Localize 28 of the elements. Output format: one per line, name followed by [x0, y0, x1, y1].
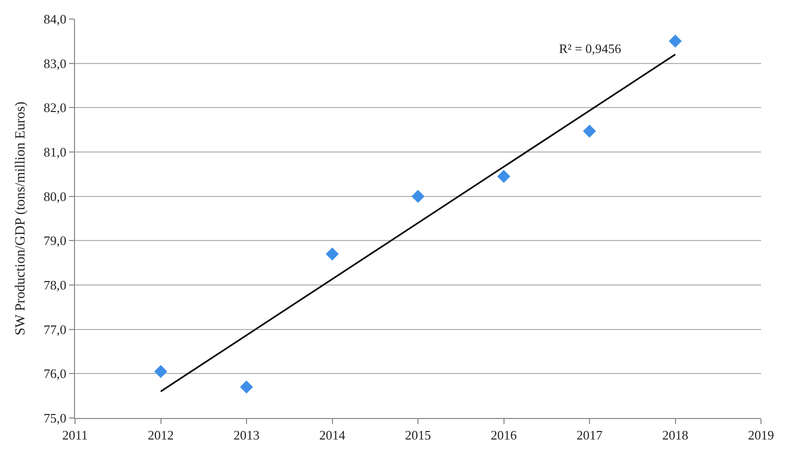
point: [497, 170, 510, 183]
x-tick-label: 2013: [234, 428, 260, 443]
y-tick-label: 81,0: [44, 144, 66, 160]
x-tick-label: 2018: [662, 428, 688, 443]
y-tick-label: 84,0: [44, 12, 66, 27]
point: [412, 190, 424, 203]
point: [583, 124, 596, 138]
y-tick-label: 80,0: [44, 188, 66, 204]
y-tick-label: 82,0: [44, 100, 66, 116]
point: [240, 380, 253, 394]
point: [668, 34, 682, 48]
x-tick-label: 2011: [62, 428, 88, 443]
y-axis-title: SW Production/GDP (tons/million Euros): [13, 101, 28, 336]
y-tick-label: 77,0: [44, 322, 66, 337]
x-tick-label: 2019: [748, 428, 774, 443]
point: [154, 364, 168, 378]
x-tick-label: 2015: [405, 428, 431, 443]
y-tick-label: 75,0: [44, 410, 66, 426]
x-tick-label: 2014: [319, 428, 346, 443]
y-tick-label: 78,0: [44, 278, 66, 293]
point: [326, 247, 339, 260]
y-tick-label: 76,0: [44, 366, 66, 382]
y-tick-label: 79,0: [44, 233, 66, 248]
annotation: R² = 0,9456: [559, 41, 622, 56]
x-tick-label: 2016: [490, 428, 518, 443]
y-tick-label: 83,0: [44, 56, 66, 71]
x-tick-label: 2012: [148, 428, 174, 443]
x-tick-label: 2017: [576, 428, 603, 443]
